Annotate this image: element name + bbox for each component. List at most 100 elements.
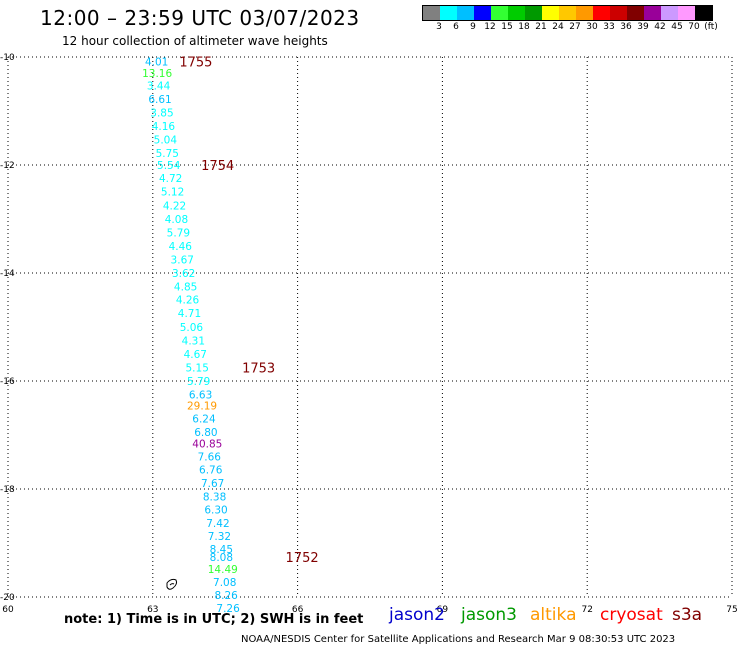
footer-credit: NOAA/NESDIS Center for Satellite Applica… [241,634,676,645]
scale-label: 3 [436,22,442,32]
swh-value-label: 7.42 [206,518,229,530]
swh-value-label: 40.85 [192,439,222,451]
swh-value-label: 4.08 [165,214,188,226]
chart-subtitle: 12 hour collection of altimeter wave hei… [62,34,328,48]
scale-swatch [661,6,678,20]
swh-value-label: 6.61 [148,94,171,106]
scale-swatch [678,6,695,20]
swh-value-label: 6.76 [199,465,223,477]
swh-value-label: 4.22 [163,201,186,213]
swh-value-label: 7.26 [216,603,240,615]
swh-value-label: 4.46 [169,241,193,253]
swh-value-label: 4.67 [184,349,207,361]
legend-item-s3a: s3a [672,605,703,625]
scale-label: 39 [637,22,649,32]
swh-value-label: 5.12 [161,186,184,198]
scale-swatch [423,6,440,20]
swh-value-label: 14.49 [208,564,238,576]
y-tick-label: -20 [0,593,15,603]
island-outline-icon [166,578,178,590]
legend-item-jason2: jason2 [389,605,445,625]
scale-label: 33 [603,22,615,32]
scale-label: 24 [552,22,564,32]
scale-swatch [576,6,593,20]
scale-label: 36 [620,22,632,32]
color-scale: 3 6 9 12 15 18 21 24 27 30 33 36 39 42 45 70 (ft) [422,5,718,32]
swh-value-label: 3.44 [147,81,171,93]
y-tick-label: -14 [0,269,15,279]
swh-value-label: 5.79 [187,376,210,388]
scale-swatch [695,6,712,20]
scale-swatch [610,6,627,20]
swh-value-label: 4.16 [152,121,176,133]
swh-value-label: 4.85 [174,282,197,294]
color-scale-labels: 3 6 9 12 15 18 21 24 27 30 33 36 39 42 45 70 (ft) [422,22,740,36]
scale-swatch [457,6,474,20]
scale-label: 9 [470,22,476,32]
scale-label: 6 [453,22,459,32]
scale-swatch [644,6,661,20]
scale-label: 27 [569,22,581,32]
swh-value-label: 7.66 [198,452,222,464]
time-mark-label: 1754 [201,159,234,174]
color-scale-swatches [422,5,713,21]
swh-value-label: 3.62 [172,268,195,280]
swh-value-label: 8.08 [210,552,233,564]
x-tick-label: 69 [437,605,449,615]
swh-value-label: 6.63 [189,390,212,402]
footer-note: note: 1) Time is in UTC; 2) SWH is in fe… [64,612,364,627]
time-mark-label: 1752 [286,551,319,566]
scale-swatch [559,6,576,20]
scale-label: 70 [688,22,700,32]
scale-swatch [542,6,559,20]
y-tick-label: -10 [0,53,15,63]
swh-value-label: 7.32 [208,531,231,543]
swh-value-label: 13.16 [142,68,172,80]
swh-value-label: 5.15 [186,363,209,375]
swh-value-label: 6.24 [192,413,216,425]
x-tick-label: 75 [726,605,737,615]
scale-label: 30 [586,22,598,32]
y-tick-label: -12 [0,161,15,171]
legend-item-jason3: jason3 [461,605,517,625]
scale-label: 15 [501,22,513,32]
time-mark-label: 1753 [242,362,275,377]
legend-item-altika: altika [530,605,577,625]
scale-swatch [508,6,525,20]
x-tick-label: 66 [292,605,304,615]
legend-item-cryosat: cryosat [600,605,663,625]
swh-value-label: 4.71 [178,308,201,320]
swh-value-label: 8.26 [214,590,238,602]
scale-label: 12 [484,22,496,32]
scale-swatch [440,6,457,20]
scale-label: 45 [671,22,683,32]
swh-value-label: 5.04 [154,135,178,147]
x-tick-label: 60 [2,605,14,615]
swh-value-label: 6.80 [194,427,217,439]
swh-value-label: 3.85 [150,108,173,120]
x-tick-label: 72 [581,605,592,615]
y-tick-label: -18 [0,485,15,495]
swh-value-label: 8.38 [203,492,226,504]
y-tick-label: -16 [0,377,15,387]
swh-value-label: 7.08 [213,577,236,589]
swh-value-label: 5.79 [167,228,190,240]
chart-title: 12:00 – 23:59 UTC 03/07/2023 [40,6,360,30]
swh-value-label: 6.30 [204,505,227,517]
swh-value-label: 4.31 [182,336,205,348]
swh-value-label: 4.72 [159,173,182,185]
swh-value-label: 4.01 [145,56,168,68]
swh-value-label: 5.75 [156,148,179,160]
swh-value-label: 3.67 [171,255,194,267]
scale-swatch [627,6,644,20]
scale-swatch [593,6,610,20]
swh-value-label: 4.26 [176,294,200,306]
swh-value-label: 5.54 [157,160,181,172]
scale-label: 21 [535,22,547,32]
scale-label: 42 [654,22,666,32]
swh-value-label: 5.06 [180,322,204,334]
time-mark-label: 1755 [179,55,212,70]
scale-swatch [491,6,508,20]
scale-swatch [525,6,542,20]
